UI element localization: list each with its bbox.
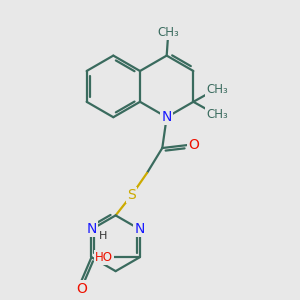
Text: S: S [128,188,136,202]
Text: H: H [98,231,107,241]
Text: N: N [135,222,145,236]
Text: N: N [161,110,172,124]
Text: CH₃: CH₃ [206,83,228,96]
Text: CH₃: CH₃ [206,108,228,121]
Text: CH₃: CH₃ [157,26,179,40]
Text: N: N [86,222,97,236]
Text: O: O [188,138,199,152]
Text: HO: HO [95,251,113,264]
Text: O: O [76,282,87,296]
